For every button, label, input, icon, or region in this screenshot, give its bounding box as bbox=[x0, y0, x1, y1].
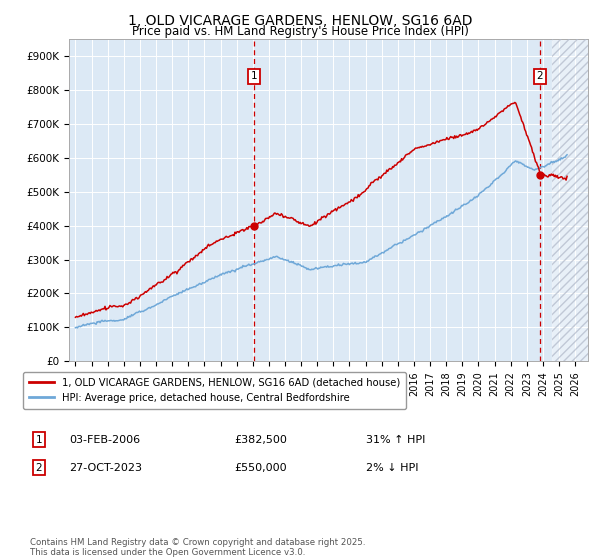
Text: 2% ↓ HPI: 2% ↓ HPI bbox=[366, 463, 419, 473]
Text: Contains HM Land Registry data © Crown copyright and database right 2025.
This d: Contains HM Land Registry data © Crown c… bbox=[30, 538, 365, 557]
Text: 1: 1 bbox=[251, 72, 257, 82]
Text: 1, OLD VICARAGE GARDENS, HENLOW, SG16 6AD: 1, OLD VICARAGE GARDENS, HENLOW, SG16 6A… bbox=[128, 14, 472, 28]
Text: 31% ↑ HPI: 31% ↑ HPI bbox=[366, 435, 425, 445]
Text: Price paid vs. HM Land Registry's House Price Index (HPI): Price paid vs. HM Land Registry's House … bbox=[131, 25, 469, 38]
Bar bbox=[552, 39, 588, 361]
Legend: 1, OLD VICARAGE GARDENS, HENLOW, SG16 6AD (detached house), HPI: Average price, : 1, OLD VICARAGE GARDENS, HENLOW, SG16 6A… bbox=[23, 372, 406, 409]
Text: £550,000: £550,000 bbox=[234, 463, 287, 473]
Text: 2: 2 bbox=[35, 463, 43, 473]
Text: 2: 2 bbox=[536, 72, 543, 82]
Text: £382,500: £382,500 bbox=[234, 435, 287, 445]
Text: 27-OCT-2023: 27-OCT-2023 bbox=[69, 463, 142, 473]
Text: 03-FEB-2006: 03-FEB-2006 bbox=[69, 435, 140, 445]
Text: 1: 1 bbox=[35, 435, 43, 445]
Bar bbox=[552, 39, 588, 361]
